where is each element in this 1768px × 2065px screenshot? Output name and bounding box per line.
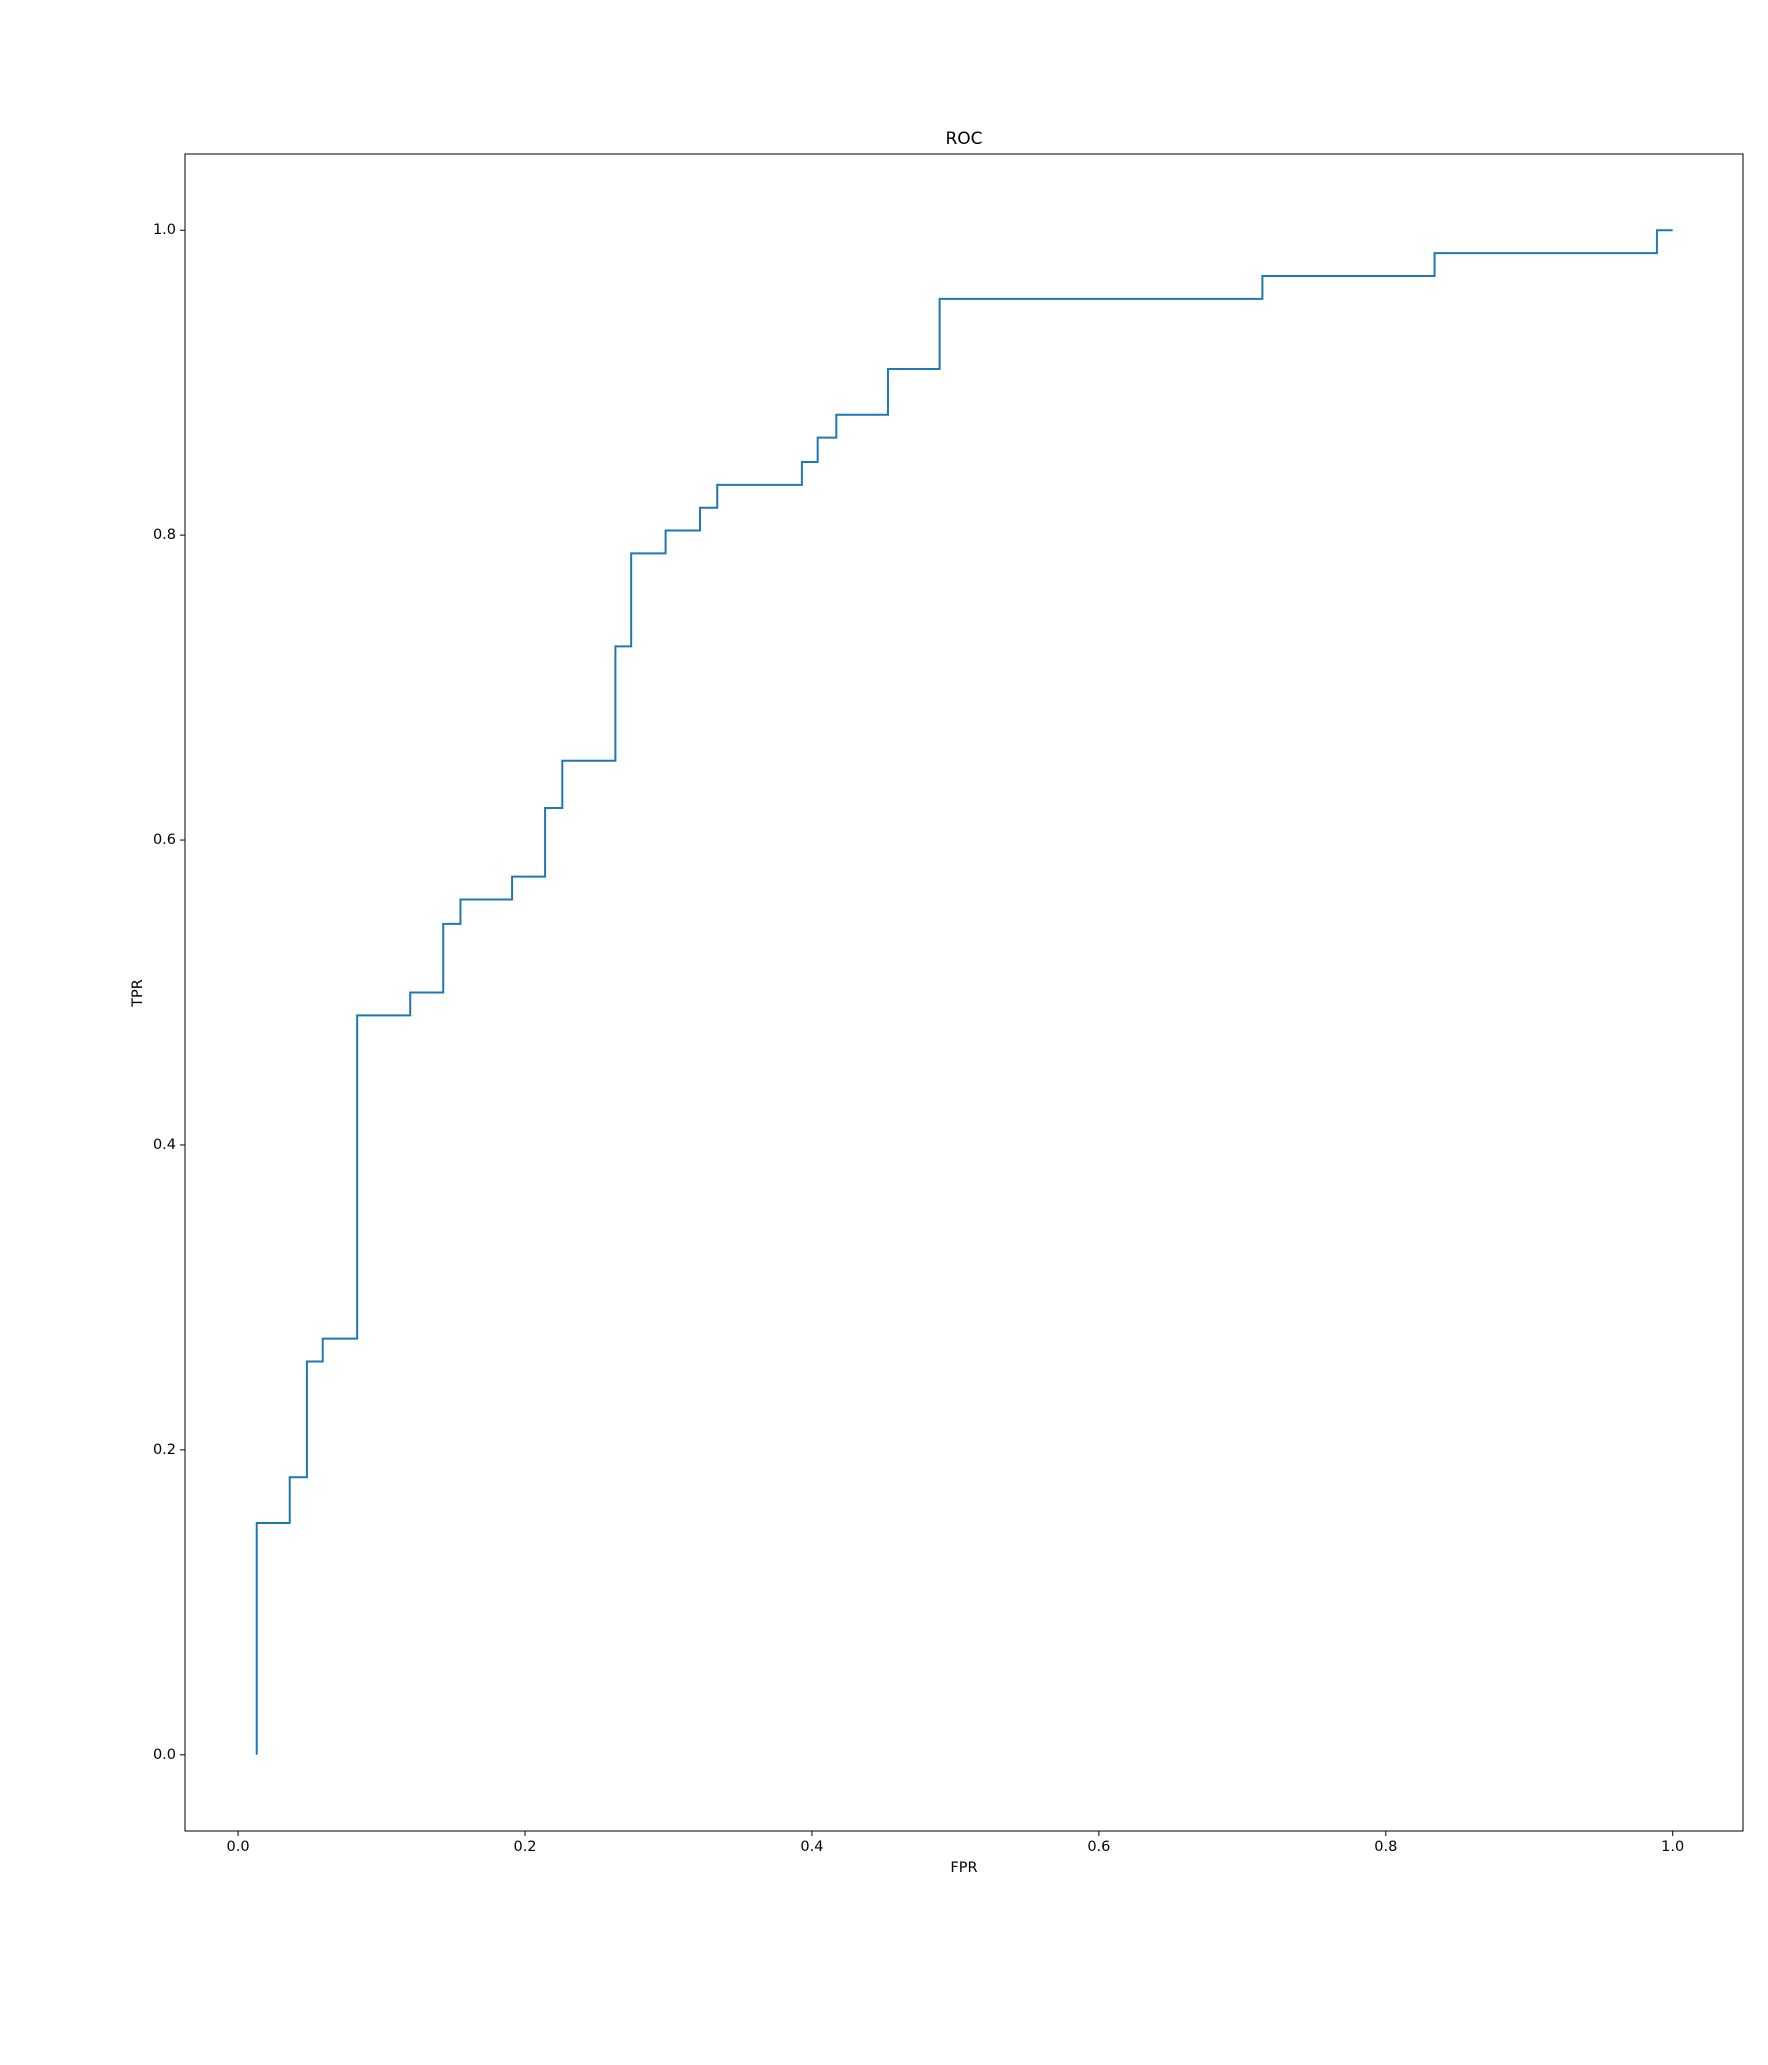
x-axis-label: FPR — [950, 1860, 977, 1876]
y-tick-label: 0.0 — [153, 1747, 176, 1763]
axes-frame — [184, 153, 1744, 1832]
x-tick-label: 0.0 — [227, 1839, 250, 1855]
chart-title: ROC — [945, 129, 982, 149]
x-tick-label: 0.8 — [1374, 1839, 1397, 1855]
x-tick-label: 1.0 — [1661, 1839, 1684, 1855]
roc-line — [255, 229, 1673, 1755]
y-tick-label: 0.6 — [153, 832, 176, 848]
y-tick-label: 0.4 — [153, 1137, 176, 1153]
x-tick-label: 0.6 — [1087, 1839, 1110, 1855]
x-tick-label: 0.2 — [513, 1839, 536, 1855]
y-axis-label: TPR — [130, 979, 146, 1008]
y-tick-label: 0.8 — [153, 527, 176, 543]
y-tick-label: 0.2 — [153, 1442, 176, 1458]
y-tick-label: 1.0 — [153, 222, 176, 238]
x-tick-label: 0.4 — [800, 1839, 823, 1855]
